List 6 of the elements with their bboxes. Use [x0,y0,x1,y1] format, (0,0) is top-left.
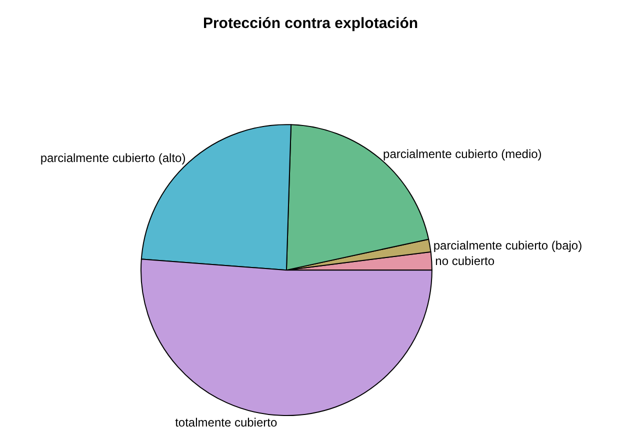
slice-label: parcialmente cubierto (alto) [40,150,186,165]
slice-label: totalmente cubierto [175,415,278,430]
slice-label: parcialmente cubierto (bajo) [433,238,582,252]
chart-title: Protección contra explotación [202,14,418,32]
slice-label: parcialmente cubierto (medio) [383,147,542,162]
slice-label: no cubierto [435,254,495,268]
